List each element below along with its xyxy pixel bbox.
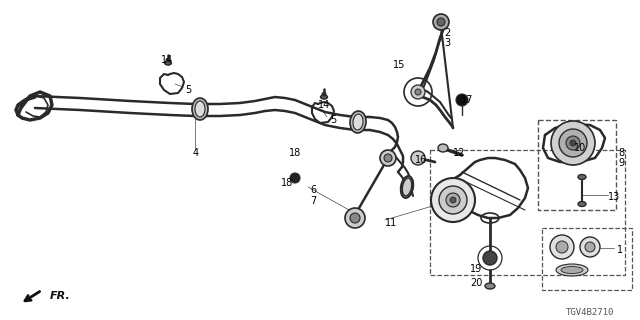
- Ellipse shape: [578, 174, 586, 180]
- Text: 5: 5: [330, 115, 336, 125]
- Ellipse shape: [353, 114, 363, 130]
- Circle shape: [550, 235, 574, 259]
- Ellipse shape: [164, 61, 172, 65]
- Circle shape: [566, 136, 580, 150]
- Text: FR.: FR.: [50, 291, 71, 301]
- Ellipse shape: [350, 111, 366, 133]
- Ellipse shape: [578, 202, 586, 206]
- Ellipse shape: [401, 176, 413, 198]
- Ellipse shape: [561, 267, 583, 274]
- Ellipse shape: [321, 95, 328, 99]
- Bar: [542, 228, 632, 290]
- Text: 5: 5: [185, 85, 191, 95]
- Text: 15: 15: [393, 60, 405, 70]
- Circle shape: [345, 208, 365, 228]
- Text: 6: 6: [310, 185, 316, 195]
- Text: 3: 3: [444, 38, 450, 48]
- Circle shape: [411, 151, 425, 165]
- Circle shape: [556, 241, 568, 253]
- Text: 17: 17: [461, 95, 474, 105]
- Ellipse shape: [322, 92, 326, 95]
- Ellipse shape: [166, 59, 170, 61]
- Circle shape: [290, 173, 300, 183]
- Text: 20: 20: [470, 278, 483, 288]
- Circle shape: [483, 251, 497, 265]
- Text: 10: 10: [574, 143, 586, 153]
- Circle shape: [585, 242, 595, 252]
- Text: TGV4B2710: TGV4B2710: [566, 308, 614, 317]
- Ellipse shape: [192, 98, 208, 120]
- Text: 9: 9: [618, 158, 624, 168]
- Bar: [538, 120, 616, 210]
- Text: 2: 2: [444, 28, 451, 38]
- Circle shape: [456, 94, 468, 106]
- Circle shape: [433, 14, 449, 30]
- Text: 8: 8: [618, 148, 624, 158]
- Text: 12: 12: [453, 148, 465, 158]
- Text: 11: 11: [385, 218, 397, 228]
- Circle shape: [580, 237, 600, 257]
- Text: 19: 19: [470, 264, 483, 274]
- Circle shape: [411, 85, 425, 99]
- Text: 18: 18: [289, 148, 301, 158]
- Circle shape: [551, 121, 595, 165]
- Ellipse shape: [195, 101, 205, 117]
- Circle shape: [570, 140, 576, 146]
- Text: 7: 7: [310, 196, 316, 206]
- Circle shape: [380, 150, 396, 166]
- Circle shape: [350, 213, 360, 223]
- Ellipse shape: [556, 264, 588, 276]
- Circle shape: [384, 154, 392, 162]
- Circle shape: [431, 178, 475, 222]
- Text: 13: 13: [608, 192, 620, 202]
- Circle shape: [559, 129, 587, 157]
- Text: 14: 14: [318, 100, 330, 110]
- Circle shape: [415, 89, 421, 95]
- Text: 14: 14: [161, 55, 173, 65]
- Text: 16: 16: [415, 155, 428, 165]
- Text: 18: 18: [281, 178, 293, 188]
- Ellipse shape: [438, 144, 448, 152]
- Text: 1: 1: [617, 245, 623, 255]
- Circle shape: [446, 193, 460, 207]
- Bar: [430, 150, 625, 275]
- Circle shape: [437, 18, 445, 26]
- Text: 4: 4: [193, 148, 199, 158]
- Ellipse shape: [485, 283, 495, 289]
- Circle shape: [439, 186, 467, 214]
- Circle shape: [450, 197, 456, 203]
